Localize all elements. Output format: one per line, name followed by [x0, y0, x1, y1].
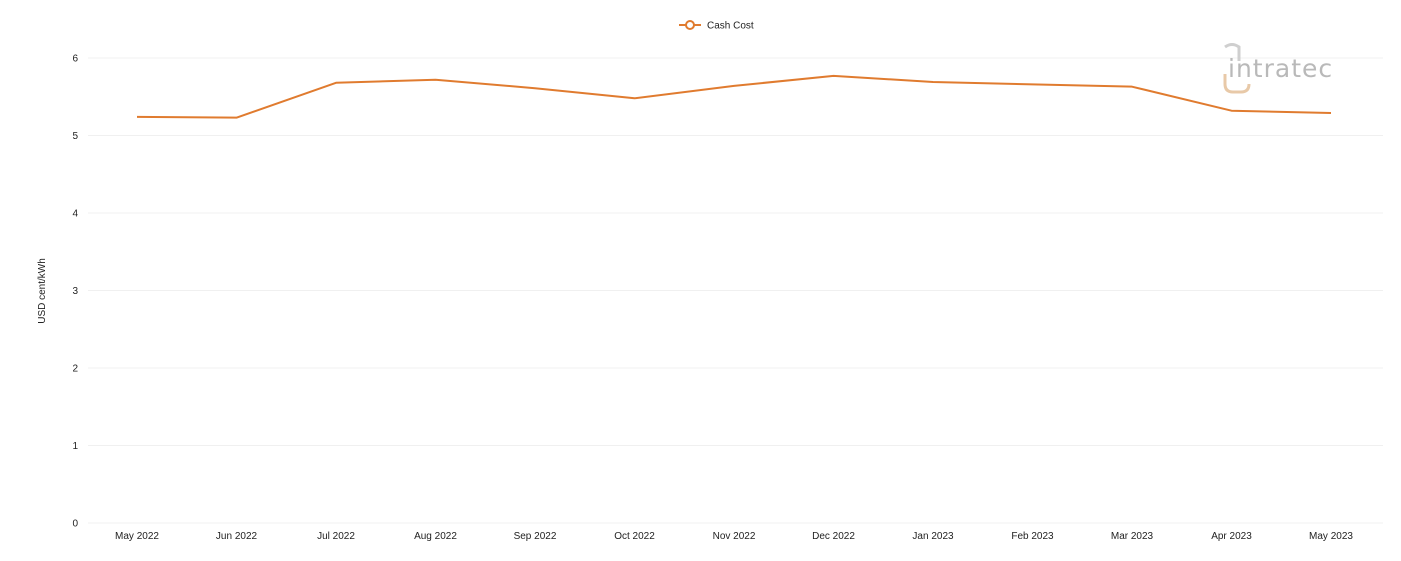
data-point[interactable]	[1027, 78, 1039, 90]
x-tick-label: Aug 2022	[414, 531, 457, 542]
legend[interactable]: Cash Cost	[679, 20, 754, 32]
y-axis-ticks: 0 1 2 3 4 5 6	[72, 54, 78, 530]
x-axis-ticks: May 2022 Jun 2022 Jul 2022 Aug 2022 Sep 2022…	[115, 531, 1353, 542]
data-point[interactable]	[231, 112, 243, 124]
y-tick-label: 6	[72, 54, 78, 65]
legend-marker	[685, 20, 695, 30]
intratec-logo: intratec	[1223, 43, 1333, 94]
data-point[interactable]	[529, 82, 541, 94]
legend-label: Cash Cost	[707, 21, 754, 32]
y-tick-label: 5	[72, 131, 78, 142]
x-tick-label: Nov 2022	[713, 531, 756, 542]
x-tick-label: Jan 2023	[912, 531, 954, 542]
data-point[interactable]	[330, 77, 342, 89]
data-point[interactable]	[430, 74, 442, 86]
data-point[interactable]	[629, 92, 641, 104]
y-tick-label: 2	[72, 364, 78, 375]
y-tick-label: 4	[72, 209, 78, 220]
series-line-cash-cost[interactable]	[136, 74, 1332, 119]
x-tick-label: Oct 2022	[614, 531, 655, 542]
x-tick-label: Apr 2023	[1211, 531, 1252, 542]
logo-hook-icon	[1223, 74, 1251, 94]
x-tick-label: Jul 2022	[317, 531, 355, 542]
series-group	[131, 70, 1337, 124]
y-tick-label: 0	[72, 519, 78, 530]
data-point[interactable]	[828, 70, 840, 82]
y-tick-label: 1	[72, 441, 78, 452]
logo-arc	[1224, 43, 1241, 61]
x-tick-label: Dec 2022	[812, 531, 855, 542]
y-axis-label: USD cent/kWh	[37, 258, 48, 324]
data-point[interactable]	[927, 76, 939, 88]
logo-text: intratec	[1228, 54, 1333, 83]
data-point[interactable]	[131, 111, 143, 123]
grid-lines	[88, 57, 1383, 524]
x-tick-label: May 2022	[115, 531, 159, 542]
x-tick-label: Mar 2023	[1111, 531, 1154, 542]
y-tick-label: 3	[72, 286, 78, 297]
data-point[interactable]	[1325, 107, 1337, 119]
data-point[interactable]	[728, 80, 740, 92]
data-point[interactable]	[1126, 81, 1138, 93]
data-point[interactable]	[1226, 105, 1238, 117]
x-tick-label: May 2023	[1309, 531, 1353, 542]
x-tick-label: Jun 2022	[216, 531, 258, 542]
x-tick-label: Sep 2022	[514, 531, 557, 542]
x-tick-label: Feb 2023	[1011, 531, 1054, 542]
